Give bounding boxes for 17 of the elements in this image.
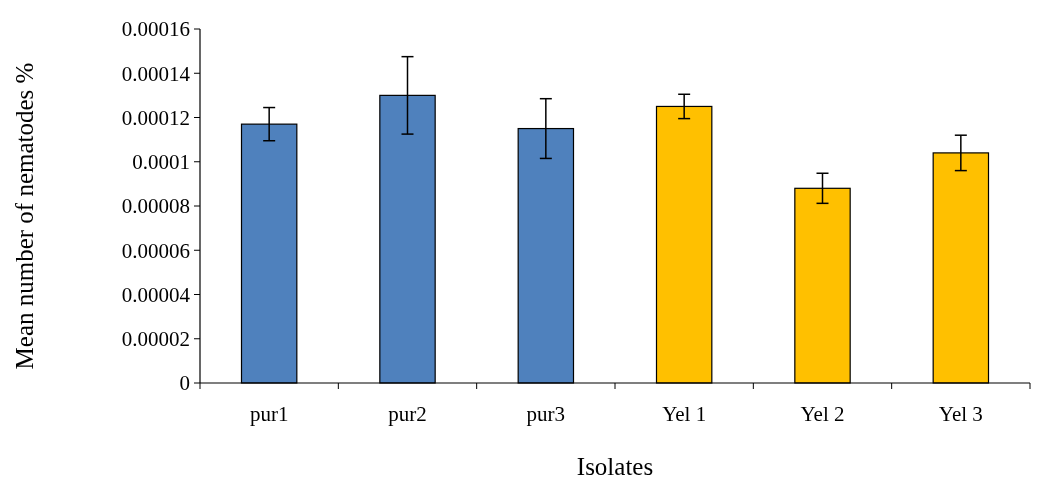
y-tick-label: 0.00016 [121,17,190,42]
x-tick-label: Yel 2 [800,402,845,426]
y-tick-label: 0.00008 [121,194,190,219]
x-tick-label: pur1 [249,402,289,426]
x-tick-label: Yel 1 [662,402,707,426]
y-tick-label: 0.0001 [132,150,190,175]
y-tick-label: 0.00006 [121,238,190,263]
y-tick-label: 0.00014 [121,61,191,86]
y-tick-label: 0 [179,371,190,396]
x-tick-label: Yel 3 [938,402,983,426]
y-tick-label: 0.00002 [121,327,190,352]
y-tick-label: 0.00012 [121,105,190,130]
x-tick-label: pur3 [526,402,566,426]
y-tick-label: 0.00004 [121,282,191,307]
x-axis-title: Isolates [576,453,654,480]
x-tick-label: pur2 [388,402,427,426]
y-axis-title: Mean number of nematodes % [11,62,38,370]
